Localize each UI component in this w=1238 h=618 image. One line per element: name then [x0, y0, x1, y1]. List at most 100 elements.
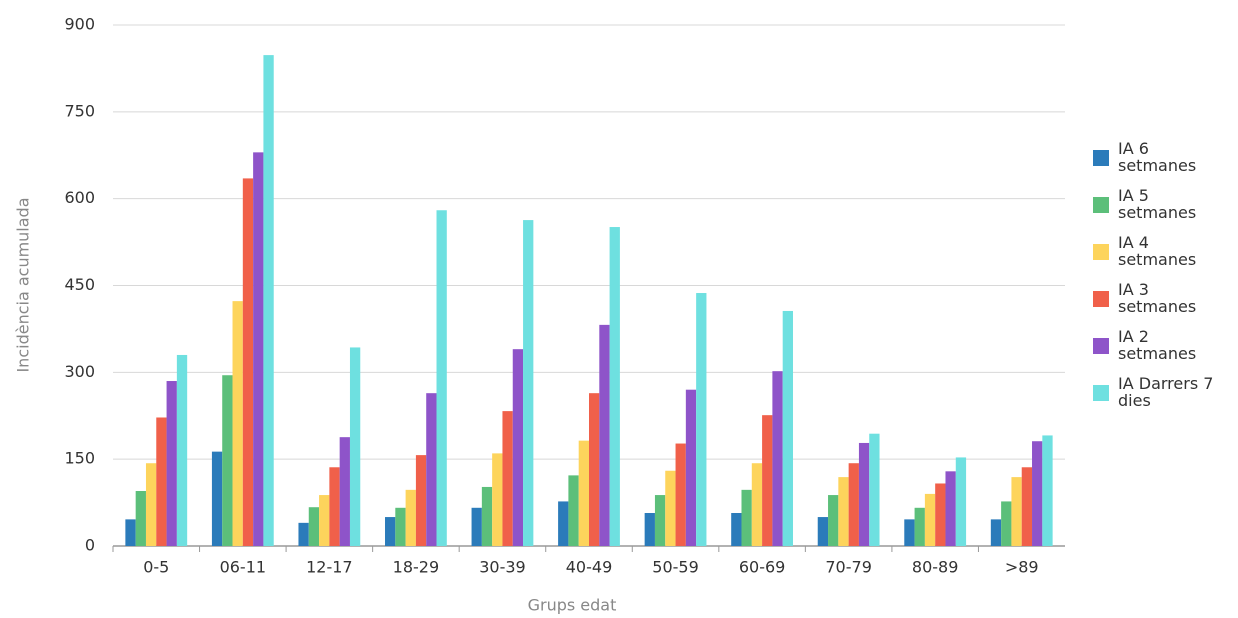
bar	[471, 507, 482, 546]
bar	[319, 495, 330, 546]
bar	[1001, 501, 1012, 546]
bar	[125, 519, 136, 546]
legend-swatch	[1093, 385, 1109, 401]
bar	[166, 381, 177, 546]
bar	[308, 507, 320, 546]
bar	[415, 455, 427, 546]
bar	[502, 411, 513, 546]
legend-item[interactable]: IA 3 setmanes	[1090, 281, 1230, 328]
bar	[828, 495, 839, 546]
x-tick-label: 60-69	[739, 558, 786, 577]
bar	[1021, 467, 1033, 546]
bar	[395, 507, 406, 546]
bar	[990, 519, 1002, 546]
bar	[222, 375, 233, 546]
legend-item[interactable]: IA 5 setmanes	[1090, 187, 1230, 234]
legend-label: IA 6 setmanes	[1118, 139, 1197, 175]
bar	[176, 354, 188, 546]
bar	[654, 495, 666, 546]
bar	[568, 475, 579, 546]
x-tick-label: >89	[1005, 558, 1039, 577]
bar	[685, 389, 697, 546]
bar	[924, 493, 936, 546]
bar	[838, 477, 849, 546]
bar	[578, 440, 589, 546]
bar	[385, 517, 396, 546]
bar	[481, 486, 493, 546]
legend-swatch	[1093, 150, 1109, 166]
legend-swatch	[1093, 338, 1109, 354]
bar	[242, 178, 254, 546]
bar	[1042, 435, 1053, 546]
x-tick-label: 06-11	[220, 558, 267, 577]
bar	[405, 489, 416, 546]
bar	[436, 210, 447, 546]
legend-label: IA 4 setmanes	[1118, 233, 1197, 269]
y-tick-label: 0	[85, 536, 95, 555]
legend-label: IA Darrers 7 dies	[1118, 374, 1214, 410]
legend-swatch	[1093, 244, 1109, 260]
bar	[955, 457, 967, 546]
bar	[751, 463, 763, 546]
x-tick-label: 18-29	[393, 558, 440, 577]
bar	[772, 371, 783, 546]
bar	[945, 471, 956, 546]
legend-label: IA 3 setmanes	[1118, 280, 1197, 316]
bar	[914, 507, 925, 546]
legend: IA 6 setmanes IA 5 setmanes IA 4 setmanes I…	[1090, 140, 1230, 422]
bar	[263, 55, 274, 546]
x-axis-title: Grups edat	[528, 596, 617, 615]
bar	[492, 453, 503, 546]
legend-item[interactable]: IA 6 setmanes	[1090, 140, 1230, 187]
bar	[1032, 441, 1043, 546]
bar	[665, 470, 676, 546]
y-tick-label: 450	[64, 275, 95, 294]
bar	[135, 491, 146, 546]
bar	[253, 152, 264, 546]
legend-item[interactable]: IA Darrers 7 dies	[1090, 375, 1230, 422]
bar	[858, 442, 870, 546]
bar	[675, 443, 686, 546]
x-tick-label: 40-49	[566, 558, 613, 577]
legend-swatch	[1093, 291, 1109, 307]
bar	[869, 433, 880, 546]
legend-swatch	[1093, 197, 1109, 213]
y-tick-label: 150	[64, 449, 95, 468]
bar	[523, 220, 534, 546]
y-axis-title: Incidència acumulada	[14, 197, 33, 372]
bar	[731, 513, 742, 546]
x-tick-label: 70-79	[825, 558, 872, 577]
bar	[935, 483, 946, 546]
bar	[558, 501, 569, 546]
bar	[232, 301, 243, 546]
bar	[1011, 477, 1022, 546]
bar	[512, 349, 524, 546]
bar	[782, 310, 793, 546]
bar	[339, 437, 350, 546]
y-tick-label: 300	[64, 362, 95, 381]
bar	[349, 347, 361, 546]
bar	[145, 463, 157, 546]
bar	[211, 451, 223, 546]
bar	[696, 293, 707, 546]
legend-item[interactable]: IA 2 setmanes	[1090, 328, 1230, 375]
legend-label: IA 2 setmanes	[1118, 327, 1197, 363]
y-tick-label: 750	[64, 101, 95, 120]
x-tick-label: 30-39	[479, 558, 526, 577]
bar	[589, 393, 600, 546]
bar	[609, 227, 620, 546]
bar	[329, 467, 340, 546]
x-tick-label: 0-5	[143, 558, 169, 577]
x-tick-label: 50-59	[652, 558, 699, 577]
x-tick-label: 80-89	[912, 558, 959, 577]
y-tick-label: 900	[64, 15, 95, 34]
legend-item[interactable]: IA 4 setmanes	[1090, 234, 1230, 281]
bar	[848, 463, 859, 546]
x-tick-label: 12-17	[306, 558, 353, 577]
bar	[156, 417, 167, 546]
bar	[644, 513, 655, 546]
y-tick-label: 600	[64, 188, 95, 207]
legend-label: IA 5 setmanes	[1118, 186, 1197, 222]
